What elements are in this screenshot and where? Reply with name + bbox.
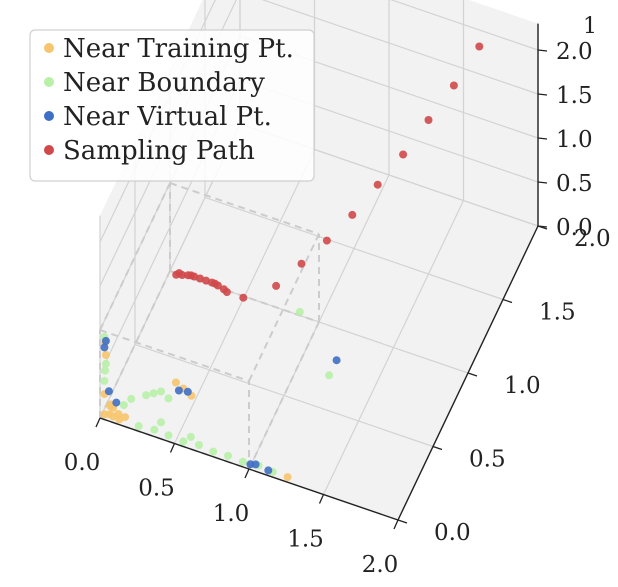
y-tick-label: 0.5: [469, 447, 506, 473]
legend-label-near-training-pt: Near Training Pt.: [63, 34, 294, 64]
point-sampling-path: [348, 210, 357, 219]
point-sampling-path: [399, 150, 408, 159]
point-sampling-path: [272, 281, 281, 290]
x-tick-label: 2.0: [362, 552, 399, 578]
point-near-virtual-pt: [332, 356, 341, 365]
z-tick-mark: [537, 93, 548, 96]
y-tick-label: 1.5: [539, 300, 576, 326]
point-near-training-pt: [121, 413, 130, 422]
point-near-boundary: [119, 401, 128, 410]
x-tick-mark: [95, 417, 101, 428]
point-sampling-path: [210, 279, 219, 288]
point-near-virtual-pt: [183, 387, 192, 396]
y-tick-label: 0.0: [434, 520, 471, 546]
point-near-virtual-pt: [251, 460, 260, 469]
legend-marker-near-virtual-pt: [44, 111, 54, 121]
point-near-boundary: [157, 387, 165, 396]
point-sampling-path: [373, 180, 382, 189]
x-tick-label: 1.0: [213, 501, 250, 527]
point-near-boundary: [101, 366, 110, 375]
legend-label-near-virtual-pt: Near Virtual Pt.: [63, 102, 272, 132]
point-near-boundary: [142, 391, 151, 400]
z-tick-label: 0.5: [556, 171, 593, 197]
z-tick-label: 1.0: [556, 127, 593, 153]
point-near-boundary: [149, 389, 158, 398]
z-tick-mark: [537, 49, 548, 52]
box-edge: [99, 329, 250, 382]
point-sampling-path: [222, 288, 231, 297]
legend: Near Training Pt. Near Boundary Near Virtu…: [29, 29, 315, 182]
point-near-boundary: [224, 451, 232, 460]
point-near-boundary: [164, 394, 173, 403]
point-near-boundary: [157, 418, 165, 427]
x-tick-mark: [393, 519, 399, 530]
legend-box: [29, 29, 315, 182]
point-near-boundary: [134, 422, 143, 431]
point-sampling-path: [175, 269, 184, 278]
point-near-training-pt: [283, 473, 292, 482]
point-near-boundary: [150, 425, 159, 434]
point-near-training-pt: [171, 378, 180, 387]
x-tick-label: 0.5: [138, 476, 175, 502]
z-tick-label: 2.0: [556, 39, 593, 65]
point-near-boundary: [101, 359, 110, 368]
x-tick-label: 0.0: [64, 450, 101, 476]
y-tick-mark: [397, 519, 408, 524]
grid-line-z: [99, 0, 539, 287]
z-tick-label: 1.5: [556, 83, 593, 109]
point-near-boundary: [209, 447, 218, 456]
x-tick-mark: [318, 494, 325, 504]
point-near-boundary: [186, 432, 195, 441]
y-tick-mark: [467, 372, 478, 377]
point-near-boundary: [325, 371, 334, 380]
y-tick-label: 2.0: [574, 226, 611, 252]
point-near-boundary: [238, 457, 247, 466]
data-points: [100, 42, 484, 482]
box-edge: [99, 182, 171, 331]
point-sampling-path: [297, 259, 306, 268]
point-near-boundary: [195, 441, 203, 449]
z-tick-mark: [537, 181, 548, 184]
point-near-virtual-pt: [112, 398, 121, 407]
z-tick-mark: [537, 137, 548, 140]
legend-marker-sampling-path: [44, 145, 54, 155]
point-near-virtual-pt: [104, 387, 113, 396]
corner-label: 1: [583, 14, 597, 39]
x-tick-mark: [169, 443, 176, 453]
legend-marker-near-training-pt: [44, 43, 54, 53]
point-near-virtual-pt: [264, 466, 273, 475]
legend-label-sampling-path: Sampling Path: [63, 136, 255, 166]
point-near-virtual-pt: [100, 343, 109, 352]
point-sampling-path: [322, 236, 331, 245]
point-near-boundary: [164, 431, 173, 440]
box-edge: [248, 321, 320, 470]
legend-label-near-boundary: Near Boundary: [63, 68, 265, 98]
point-near-boundary: [127, 394, 136, 403]
point-sampling-path: [239, 293, 248, 302]
point-sampling-path: [475, 42, 484, 51]
y-tick-label: 1.0: [504, 373, 541, 399]
point-near-boundary: [100, 376, 109, 385]
point-near-boundary: [179, 437, 188, 446]
point-sampling-path: [196, 274, 204, 283]
x-tick-label: 1.5: [287, 527, 324, 553]
point-sampling-path: [187, 271, 196, 280]
point-sampling-path: [449, 81, 458, 90]
box-edge: [248, 233, 320, 382]
y-tick-mark: [432, 445, 443, 451]
y-tick-mark: [502, 298, 513, 304]
z-tick-label: 0.0: [556, 215, 593, 241]
point-near-virtual-pt: [174, 386, 183, 395]
point-sampling-path: [424, 116, 433, 124]
x-tick-mark: [244, 468, 250, 479]
legend-marker-near-boundary: [44, 77, 54, 87]
box-edge: [169, 182, 320, 235]
point-near-boundary: [295, 307, 304, 316]
tick-labels: 0.00.51.01.52.00.00.51.01.52.00.00.51.01…: [64, 39, 611, 578]
point-near-training-pt: [101, 351, 110, 359]
z-tick-mark: [537, 225, 548, 228]
point-near-virtual-pt: [101, 336, 110, 345]
